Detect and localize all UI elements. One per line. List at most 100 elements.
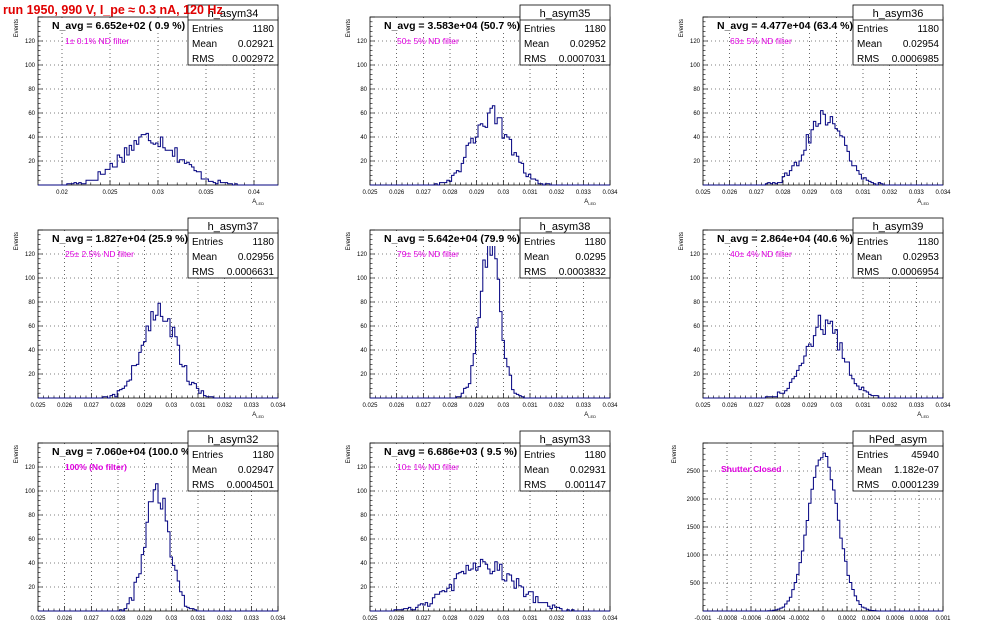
n-avg-label: N_avg = 3.583e+04 (50.7 %) bbox=[384, 20, 520, 32]
stats-value: 1.182e-07 bbox=[894, 465, 939, 476]
filter-label: 100% (No filter) bbox=[65, 462, 127, 472]
x-tick-label: 0.029 bbox=[469, 403, 485, 409]
y-tick-label: 80 bbox=[360, 300, 367, 306]
x-tick-label: 0 bbox=[821, 616, 825, 622]
x-tick-label: 0.032 bbox=[549, 190, 565, 196]
plot-frame bbox=[369, 229, 611, 399]
plot-frame bbox=[702, 229, 944, 399]
stats-title: h_asym38 bbox=[540, 221, 591, 233]
stats-label: Mean bbox=[192, 39, 217, 50]
x-tick-label: 0.026 bbox=[389, 190, 405, 196]
y-tick-label: 100 bbox=[357, 276, 368, 282]
y-tick-label: 20 bbox=[360, 585, 367, 591]
y-tick-label: 120 bbox=[25, 465, 36, 471]
n-avg-box bbox=[46, 19, 221, 33]
x-tick-label: 0.03 bbox=[497, 616, 509, 622]
y-tick-label: 40 bbox=[693, 348, 700, 354]
x-tick-label: 0.035 bbox=[198, 190, 214, 196]
x-tick-label: 0.034 bbox=[935, 190, 951, 196]
x-tick-label: 0.03 bbox=[152, 190, 164, 196]
x-tick-label: 0.032 bbox=[549, 403, 565, 409]
stats-value: 0.02921 bbox=[238, 39, 275, 50]
filter-label: 40± 4% ND filter bbox=[730, 249, 792, 259]
x-tick-label: 0.032 bbox=[882, 190, 898, 196]
stats-value: 1180 bbox=[252, 24, 274, 35]
stats-title: h_asym33 bbox=[540, 434, 591, 446]
stats-value: 1180 bbox=[584, 24, 606, 35]
stats-label: RMS bbox=[192, 267, 215, 278]
y-tick-label: 20 bbox=[28, 372, 35, 378]
stats-label: Entries bbox=[524, 237, 555, 248]
x-axis-label: ALED bbox=[252, 412, 264, 419]
stats-label: RMS bbox=[524, 480, 547, 491]
stats-value: 0.02954 bbox=[903, 39, 940, 50]
y-tick-label: 2000 bbox=[687, 497, 701, 503]
x-axis-label: ALED bbox=[917, 199, 929, 206]
stats-label: Entries bbox=[192, 237, 223, 248]
stats-box bbox=[187, 4, 279, 66]
x-axis-label: ALED bbox=[917, 412, 929, 419]
stats-title: h_asym36 bbox=[873, 8, 924, 20]
stats-label: Mean bbox=[524, 465, 549, 476]
x-axis-label: ALED bbox=[584, 199, 596, 206]
y-tick-label: 100 bbox=[357, 63, 368, 69]
stats-value: 0.0295 bbox=[575, 252, 606, 263]
x-tick-label: 0.027 bbox=[749, 190, 765, 196]
histogram-panel-h_asym33: 0.025 0.026 0.027 0.028 0.029 0.03 0.031 0.032 0… bbox=[346, 430, 618, 622]
histogram-bars bbox=[38, 132, 278, 186]
n-avg-box bbox=[46, 232, 221, 246]
stats-title: h_asym34 bbox=[208, 8, 259, 20]
y-tick-label: 1000 bbox=[687, 553, 701, 559]
stats-label: RMS bbox=[524, 267, 547, 278]
x-tick-label: 0.032 bbox=[549, 616, 565, 622]
stats-box bbox=[519, 430, 611, 492]
stats-label: RMS bbox=[192, 480, 215, 491]
y-tick-label: 20 bbox=[360, 372, 367, 378]
n-avg-box bbox=[46, 445, 221, 459]
x-tick-label: 0.0004 bbox=[862, 616, 881, 622]
histogram-panel-h_asym38: 0.025 0.026 0.027 0.028 0.029 0.03 0.031 0.032 0… bbox=[346, 217, 618, 419]
x-tick-label: 0.034 bbox=[935, 403, 951, 409]
stats-label: Mean bbox=[857, 465, 882, 476]
y-tick-label: 60 bbox=[28, 111, 35, 117]
y-tick-label: 20 bbox=[28, 159, 35, 165]
x-tick-label: 0.025 bbox=[695, 190, 711, 196]
n-avg-box bbox=[378, 232, 553, 246]
x-tick-label: 0.029 bbox=[137, 403, 153, 409]
y-tick-label: 80 bbox=[28, 87, 35, 93]
x-tick-label: 0.033 bbox=[576, 403, 592, 409]
stats-label: Mean bbox=[524, 39, 549, 50]
x-tick-label: 0.025 bbox=[102, 190, 118, 196]
histogram-panel-h_asym35: 0.025 0.026 0.027 0.028 0.029 0.03 0.031 0.032 0… bbox=[346, 4, 618, 206]
x-tick-label: 0.025 bbox=[695, 403, 711, 409]
run-title: run 1950, 990 V, I_pe ≈ 0.3 nA, 120 Hz bbox=[3, 3, 223, 17]
n-avg-label: N_avg = 5.642e+04 (79.9 %) bbox=[384, 233, 520, 245]
filter-label: 50± 5% ND filter bbox=[397, 36, 459, 46]
x-tick-label: 0.031 bbox=[522, 616, 538, 622]
y-axis-label: Events bbox=[346, 445, 352, 463]
filter-label: 63± 5% ND filter bbox=[730, 36, 792, 46]
y-tick-label: 120 bbox=[25, 39, 36, 45]
stats-title: h_asym35 bbox=[540, 8, 591, 20]
stats-value: 0.0001239 bbox=[892, 480, 940, 491]
x-tick-label: 0.031 bbox=[190, 616, 206, 622]
stats-value: 1180 bbox=[917, 237, 939, 248]
histogram-bars bbox=[38, 302, 278, 399]
y-axis-label: Events bbox=[346, 232, 352, 250]
histogram-bars bbox=[38, 483, 278, 612]
x-tick-label: 0.025 bbox=[30, 616, 46, 622]
stats-label: Mean bbox=[857, 252, 882, 263]
x-tick-label: 0.033 bbox=[244, 403, 260, 409]
y-tick-label: 60 bbox=[360, 111, 367, 117]
x-tick-label: 0.029 bbox=[137, 616, 153, 622]
x-tick-label: 0.029 bbox=[802, 403, 818, 409]
y-tick-label: 100 bbox=[690, 63, 701, 69]
stats-title: h_asym37 bbox=[208, 221, 259, 233]
y-tick-label: 100 bbox=[25, 489, 36, 495]
x-tick-label: 0.03 bbox=[165, 403, 177, 409]
stats-label: Mean bbox=[192, 465, 217, 476]
x-tick-label: 0.033 bbox=[909, 403, 925, 409]
x-tick-label: 0.033 bbox=[244, 616, 260, 622]
x-tick-label: 0.028 bbox=[110, 403, 126, 409]
x-tick-label: 0.026 bbox=[722, 190, 738, 196]
